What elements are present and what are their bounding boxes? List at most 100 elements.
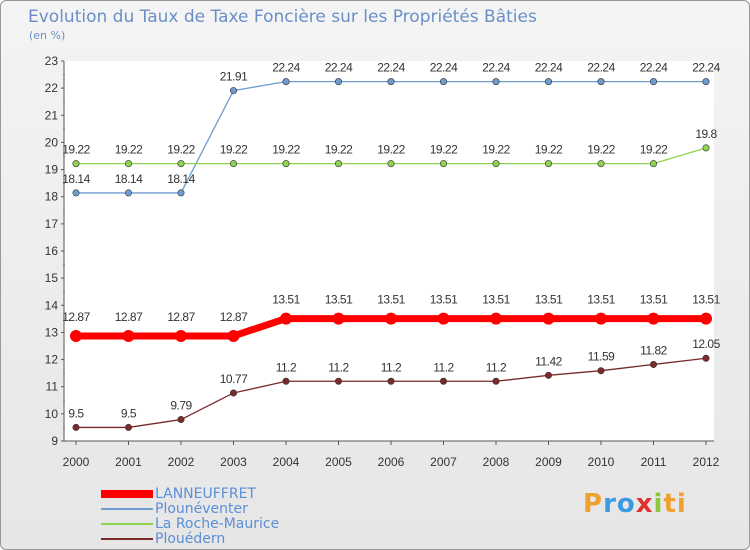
data-label: 9.5 — [68, 406, 84, 420]
chart-unit: (en %) — [29, 29, 66, 42]
y-tick-label: 10 — [45, 407, 59, 421]
data-label: 13.51 — [692, 293, 720, 307]
chart-title: Evolution du Taux de Taxe Foncière sur l… — [28, 7, 537, 27]
data-point — [492, 377, 500, 385]
data-label: 13.51 — [377, 293, 405, 307]
data-point — [72, 160, 80, 168]
plot-area — [64, 61, 714, 441]
data-point — [492, 78, 500, 86]
y-tick-label: 20 — [45, 135, 59, 149]
x-tick-label: 2008 — [483, 455, 510, 469]
data-point — [332, 312, 345, 325]
data-label: 11.82 — [640, 343, 667, 357]
data-label: 13.51 — [535, 293, 563, 307]
legend: LANNEUFFRET Plounéventer La Roche-Mauric… — [101, 486, 280, 547]
y-tick-label: 12 — [45, 353, 59, 367]
y-tick-label: 16 — [45, 244, 59, 258]
y-tick-label: 14 — [45, 298, 59, 312]
data-point — [649, 78, 657, 86]
legend-item: LANNEUFFRET — [101, 486, 279, 502]
data-label: 11.59 — [588, 350, 615, 364]
data-label: 13.51 — [430, 293, 458, 307]
data-label: 22.24 — [272, 61, 300, 75]
y-tick-label: 15 — [45, 271, 59, 285]
data-label: 18.14 — [115, 172, 143, 186]
data-point — [70, 329, 82, 342]
x-tick-label: 2009 — [535, 455, 562, 469]
data-point — [597, 367, 605, 375]
data-point — [544, 78, 552, 86]
data-label: 12.87 — [220, 310, 248, 324]
data-label: 12.87 — [115, 310, 143, 324]
data-label: 22.24 — [640, 61, 668, 75]
data-point — [175, 329, 187, 342]
x-tick-label: 2007 — [430, 455, 457, 469]
data-point — [649, 360, 657, 368]
data-label: 12.87 — [62, 310, 90, 324]
legend-item: Plounéventer — [101, 500, 279, 517]
data-label: 19.22 — [62, 143, 90, 157]
data-label: 19.22 — [430, 143, 458, 157]
data-label: 22.24 — [535, 61, 563, 75]
data-point — [334, 377, 342, 385]
data-point — [597, 160, 605, 168]
legend-label: Plounéventer — [155, 500, 248, 517]
data-label: 12.87 — [167, 310, 195, 324]
data-label: 11.2 — [276, 360, 297, 374]
data-label: 19.22 — [377, 143, 405, 157]
data-label: 18.14 — [167, 172, 195, 186]
legend-item: La Roche-Maurice — [101, 515, 280, 532]
data-point — [492, 160, 500, 168]
data-point — [597, 78, 605, 86]
data-label: 9.79 — [170, 399, 192, 413]
data-point — [542, 312, 555, 325]
data-point — [437, 312, 450, 325]
x-tick-label: 2012 — [693, 455, 720, 469]
data-label: 9.5 — [121, 406, 137, 420]
data-point — [334, 78, 342, 86]
data-point — [387, 377, 395, 385]
data-label: 19.22 — [325, 143, 353, 157]
data-point — [439, 160, 447, 168]
data-point — [72, 189, 80, 197]
data-label: 11.42 — [535, 354, 562, 368]
data-label: 19.22 — [535, 143, 563, 157]
data-point — [439, 78, 447, 86]
data-point — [282, 160, 290, 168]
y-tick-label: 13 — [45, 325, 59, 339]
data-label: 22.24 — [325, 61, 353, 75]
y-tick-label: 17 — [45, 217, 59, 231]
x-tick-label: 2005 — [325, 455, 352, 469]
x-tick-label: 2006 — [378, 455, 405, 469]
data-point — [544, 371, 552, 379]
x-tick-label: 2000 — [63, 455, 90, 469]
brand-logo: Proxiti — [583, 489, 687, 519]
data-label: 13.51 — [587, 293, 615, 307]
data-point — [647, 312, 660, 325]
data-label: 22.24 — [692, 61, 720, 75]
data-point — [649, 160, 657, 168]
data-label: 19.22 — [587, 143, 615, 157]
data-label: 11.2 — [381, 360, 402, 374]
y-tick-label: 19 — [45, 163, 59, 177]
y-tick-label: 11 — [46, 380, 59, 394]
data-point — [282, 377, 290, 385]
y-tick-label: 18 — [45, 190, 59, 204]
x-tick-label: 2004 — [273, 455, 300, 469]
data-point — [122, 329, 135, 342]
data-label: 13.51 — [640, 293, 668, 307]
data-point — [227, 329, 240, 342]
data-point — [125, 160, 133, 168]
data-label: 10.77 — [220, 372, 248, 386]
x-tick-label: 2003 — [220, 455, 247, 469]
data-label: 19.22 — [115, 143, 143, 157]
legend-label: La Roche-Maurice — [155, 515, 280, 532]
data-label: 19.22 — [167, 143, 195, 157]
data-point — [595, 312, 607, 325]
data-point — [387, 78, 395, 86]
legend-swatch — [101, 507, 153, 510]
y-tick-label: 22 — [45, 81, 59, 95]
data-label: 19.22 — [220, 143, 248, 157]
data-point — [72, 423, 80, 431]
